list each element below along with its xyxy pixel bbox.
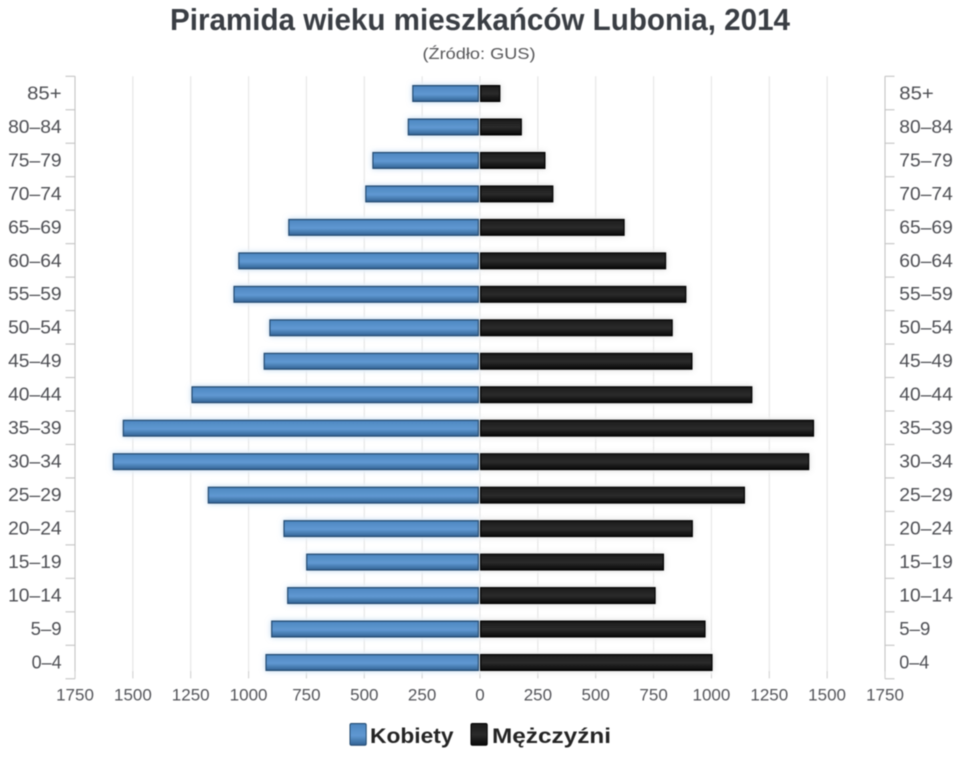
svg-text:25–29: 25–29 (8, 485, 62, 505)
svg-text:250: 250 (408, 686, 436, 705)
svg-text:55–59: 55–59 (8, 284, 62, 304)
svg-text:1250: 1250 (750, 686, 788, 705)
svg-text:50–54: 50–54 (8, 318, 62, 338)
svg-text:0: 0 (475, 686, 484, 705)
svg-text:500: 500 (350, 686, 378, 705)
svg-text:30–34: 30–34 (8, 452, 62, 472)
svg-text:10–14: 10–14 (8, 585, 62, 605)
svg-text:70–74: 70–74 (899, 184, 953, 204)
svg-text:20–24: 20–24 (8, 519, 62, 539)
svg-text:750: 750 (292, 686, 320, 705)
svg-text:15–19: 15–19 (8, 552, 62, 572)
svg-text:35–39: 35–39 (899, 418, 953, 438)
svg-text:500: 500 (582, 686, 610, 705)
svg-text:1000: 1000 (692, 686, 730, 705)
svg-text:1250: 1250 (172, 686, 210, 705)
svg-text:55–59: 55–59 (899, 284, 953, 304)
svg-text:85+: 85+ (899, 83, 934, 103)
svg-text:80–84: 80–84 (8, 117, 62, 137)
svg-text:40–44: 40–44 (899, 385, 953, 405)
svg-text:1000: 1000 (230, 686, 268, 705)
svg-text:0–4: 0–4 (899, 652, 929, 672)
svg-text:60–64: 60–64 (899, 251, 953, 271)
svg-text:65–69: 65–69 (899, 217, 953, 237)
svg-text:85+: 85+ (27, 83, 62, 103)
svg-text:1500: 1500 (808, 686, 846, 705)
svg-text:10–14: 10–14 (899, 585, 953, 605)
svg-text:75–79: 75–79 (899, 150, 953, 170)
svg-text:1500: 1500 (114, 686, 152, 705)
svg-text:35–39: 35–39 (8, 418, 62, 438)
svg-text:70–74: 70–74 (8, 184, 62, 204)
svg-text:20–24: 20–24 (899, 519, 953, 539)
svg-text:40–44: 40–44 (8, 385, 62, 405)
svg-text:250: 250 (524, 686, 552, 705)
svg-text:(Źródło: GUS): (Źródło: GUS) (423, 44, 536, 63)
svg-text:80–84: 80–84 (899, 117, 953, 137)
svg-text:45–49: 45–49 (899, 351, 953, 371)
svg-text:750: 750 (639, 686, 667, 705)
svg-text:60–64: 60–64 (8, 251, 62, 271)
svg-text:Piramida wieku mieszkańców Lub: Piramida wieku mieszkańców Lubonia, 2014 (170, 2, 791, 37)
svg-text:0–4: 0–4 (32, 652, 62, 672)
svg-text:5–9: 5–9 (31, 619, 62, 639)
svg-text:5–9: 5–9 (899, 619, 930, 639)
svg-text:75–79: 75–79 (8, 150, 62, 170)
svg-text:1750: 1750 (866, 686, 904, 705)
svg-text:65–69: 65–69 (8, 217, 62, 237)
svg-text:1750: 1750 (56, 686, 94, 705)
svg-text:15–19: 15–19 (899, 552, 953, 572)
svg-text:25–29: 25–29 (899, 485, 953, 505)
svg-text:45–49: 45–49 (8, 351, 62, 371)
svg-text:Kobiety: Kobiety (370, 724, 454, 748)
svg-text:Mężczyźni: Mężczyźni (492, 724, 611, 748)
svg-text:30–34: 30–34 (899, 452, 953, 472)
svg-text:50–54: 50–54 (899, 318, 953, 338)
